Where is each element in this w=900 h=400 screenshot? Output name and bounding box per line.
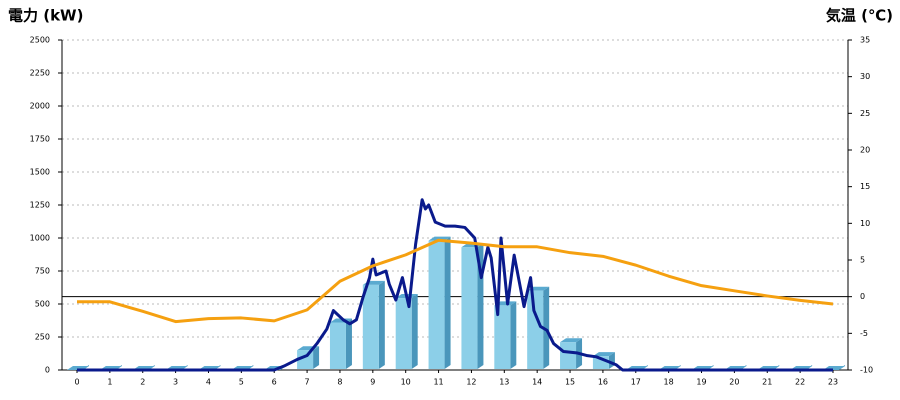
x-tick-label: 3	[173, 378, 178, 387]
x-tick-label: 18	[664, 378, 674, 387]
y-tick-label: 500	[35, 300, 50, 309]
x-tick-label: 1	[107, 378, 112, 387]
bar	[428, 240, 445, 369]
bar-side	[345, 318, 352, 369]
y-tick-label: 750	[35, 267, 50, 276]
x-tick-label: 17	[631, 378, 641, 387]
bar	[560, 342, 577, 369]
bar	[461, 247, 478, 369]
bar-side	[313, 346, 320, 369]
x-tick-label: 12	[466, 378, 476, 387]
y2-tick-label: 30	[860, 72, 870, 81]
y-tick-label: 1500	[30, 168, 50, 177]
line	[77, 238, 834, 324]
bar-side	[444, 236, 451, 369]
y-tick-label: 2250	[30, 69, 50, 78]
x-tick-label: 6	[272, 378, 277, 387]
y-axis-title: 電力 (kW)	[8, 7, 83, 25]
y2-tick-label: -5	[860, 329, 868, 338]
y-tick-label: 1000	[30, 234, 50, 243]
y-tick-label: 2000	[30, 102, 50, 111]
bar	[329, 322, 346, 369]
x-tick-label: 7	[305, 378, 310, 387]
y-tick-label: 1250	[30, 201, 50, 210]
bar-side	[510, 301, 517, 369]
y2-tick-label: 5	[860, 256, 865, 265]
y2-tick-label: -10	[860, 366, 873, 375]
bar	[395, 298, 412, 369]
x-tick-label: 22	[795, 378, 805, 387]
y2-tick-label: 35	[860, 36, 870, 45]
y2-tick-label: 0	[860, 292, 865, 301]
y-tick-label: 250	[35, 333, 50, 342]
y-tick-label: 0	[45, 366, 50, 375]
x-tick-label: 19	[696, 378, 706, 387]
y2-tick-label: 20	[860, 146, 870, 155]
x-tick-label: 2	[140, 378, 145, 387]
x-tick-label: 13	[499, 378, 509, 387]
x-tick-label: 15	[565, 378, 575, 387]
y-tick-label: 1750	[30, 135, 50, 144]
x-tick-label: 14	[532, 378, 542, 387]
x-tick-label: 10	[401, 378, 411, 387]
bar-top	[560, 338, 583, 343]
bar-side	[378, 280, 385, 369]
x-tick-label: 11	[433, 378, 443, 387]
x-tick-label: 4	[206, 378, 211, 387]
bar	[362, 284, 379, 369]
bar-side	[543, 286, 550, 369]
x-tick-label: 9	[370, 378, 375, 387]
x-tick-label: 5	[239, 378, 244, 387]
x-tick-label: 21	[762, 378, 772, 387]
x-tick-label: 8	[337, 378, 342, 387]
bar-side	[411, 294, 418, 369]
x-tick-label: 16	[598, 378, 608, 387]
y2-tick-label: 15	[860, 182, 870, 191]
y2-axis-title: 気温 (℃)	[826, 7, 893, 25]
y2-tick-label: 25	[860, 109, 870, 118]
y2-tick-label: 10	[860, 219, 870, 228]
x-tick-label: 0	[74, 378, 79, 387]
x-tick-label: 23	[828, 378, 838, 387]
bar	[494, 305, 511, 369]
bar-top	[592, 352, 615, 357]
bar	[527, 290, 544, 369]
line	[77, 198, 833, 372]
bar-top	[494, 301, 517, 306]
x-tick-label: 20	[729, 378, 739, 387]
y-tick-label: 2500	[30, 36, 50, 45]
